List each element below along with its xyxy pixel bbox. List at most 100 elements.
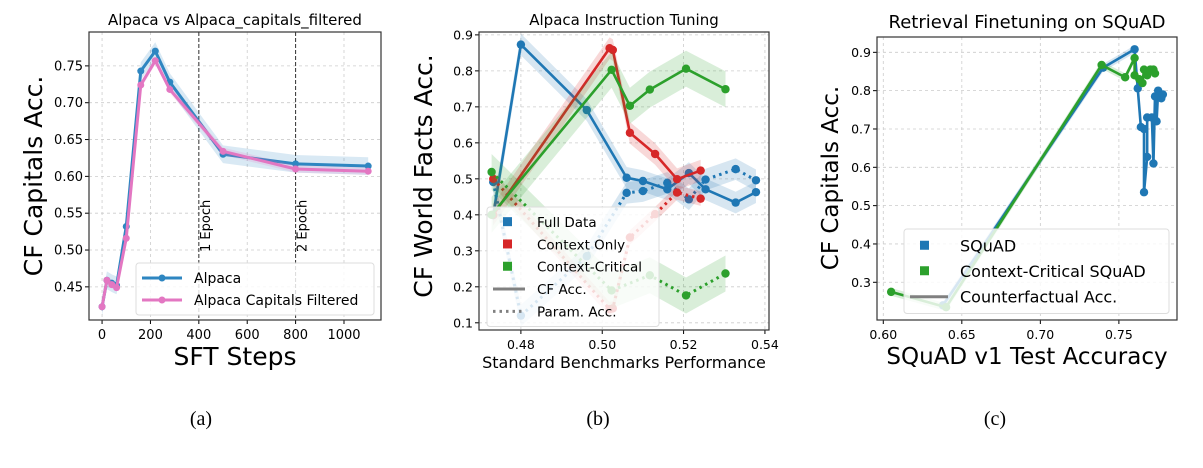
epoch-label: 1 Epoch — [199, 200, 214, 252]
data-point — [1120, 73, 1130, 82]
data-point — [137, 67, 145, 75]
data-point — [696, 194, 705, 203]
data-point — [751, 176, 761, 185]
x-tick-label: 0.75 — [1105, 327, 1133, 342]
data-point — [103, 276, 111, 284]
panel-a: Alpaca vs Alpaca_capitals_filtered SFT S… — [19, 11, 362, 430]
data-point — [1142, 152, 1152, 162]
axes-frame — [478, 31, 770, 331]
x-tick-label: 0 — [98, 328, 106, 343]
data-point — [1139, 124, 1149, 134]
data-point — [731, 164, 740, 174]
data-point — [607, 65, 616, 74]
data-point — [663, 185, 672, 194]
data-point — [701, 185, 710, 194]
data-point — [681, 291, 691, 300]
panel-b: Alpaca Instruction Tuning Standard Bench… — [409, 11, 766, 430]
legend-label: Context-Critical — [537, 260, 642, 276]
data-point — [489, 174, 498, 184]
x-tick-label: 0.50 — [588, 337, 616, 352]
data-point — [672, 188, 682, 197]
legend-label: Context Only — [537, 237, 625, 253]
caption: (c) — [984, 408, 1006, 430]
data-point — [638, 186, 648, 196]
data-point — [608, 45, 618, 55]
data-point — [625, 101, 635, 110]
data-point — [151, 57, 159, 65]
y-tick-label: 0.50 — [54, 244, 83, 259]
series-context-critical-squad — [886, 53, 1160, 312]
y-axis-label: CF World Facts Acc. — [409, 54, 438, 297]
x-axis-label: Standard Benchmarks Performance — [482, 353, 766, 372]
data-point — [681, 64, 691, 73]
x-tick-label: 0.48 — [507, 337, 535, 352]
confidence-band — [491, 154, 726, 314]
data-point — [622, 188, 631, 198]
data-point — [1152, 117, 1161, 126]
axes-frame — [876, 36, 1178, 321]
y-axis-label: CF Capitals Acc. — [818, 86, 844, 270]
y-tick-label: 0.1 — [453, 315, 473, 330]
legend-label: SQuAD — [960, 237, 1016, 256]
data-point — [663, 178, 672, 187]
series-context-only — [489, 37, 705, 226]
data-point — [292, 160, 300, 168]
epoch-label: 2 Epoch — [296, 200, 311, 252]
y-tick-label: 0.7 — [453, 99, 473, 114]
plot-area-1: 0.48 0.50 0.52 0.54 0.1 0.2 0.3 0.4 0.5 0.6 0.7 0.8… — [453, 27, 779, 352]
data-point — [638, 176, 648, 186]
legend-label: Param. Acc. — [537, 304, 617, 320]
legend-label: Alpaca Capitals Filtered — [194, 293, 358, 309]
data-point — [622, 173, 631, 182]
legend-marker — [503, 217, 512, 227]
y-axis-label: CF Capitals Acc. — [19, 76, 48, 277]
legend-marker — [503, 261, 512, 271]
legend: SQuAD Context-Critical SQuAD Counterfactua… — [903, 228, 1170, 314]
series-line — [490, 67, 727, 216]
legend-box — [135, 262, 375, 316]
caption: (a) — [190, 408, 212, 430]
legend: Alpaca Alpaca Capitals Filtered — [135, 262, 375, 316]
y-tick-label: 0.75 — [54, 59, 83, 74]
series-full-data — [489, 33, 761, 226]
data-point — [672, 175, 682, 184]
data-point — [625, 128, 635, 137]
y-tick-label: 0.4 — [453, 207, 473, 222]
legend: Full Data Context Only Context-Critical CF … — [486, 206, 660, 327]
data-point — [1149, 159, 1158, 168]
data-point — [364, 167, 372, 175]
x-tick-label: 400 — [186, 328, 211, 343]
x-tick-label: 200 — [138, 328, 163, 343]
data-point — [701, 175, 710, 184]
y-tick-label: 0.8 — [851, 83, 871, 98]
data-point — [292, 165, 300, 173]
y-tick-label: 0.8 — [453, 63, 473, 78]
y-tick-label: 0.6 — [851, 160, 871, 175]
data-point — [1138, 78, 1147, 88]
data-point — [886, 287, 896, 297]
data-point — [751, 187, 761, 197]
data-point — [1139, 188, 1149, 197]
data-point — [1130, 45, 1139, 54]
series-alpaca-capitals-filtered — [98, 57, 372, 311]
x-tick-label: 0.70 — [1026, 327, 1054, 342]
data-point — [1158, 90, 1168, 99]
data-point — [98, 303, 106, 311]
chart-title: Retrieval Finetuning on SQuAD — [889, 12, 1166, 33]
y-tick-label: 0.60 — [54, 170, 83, 185]
data-point — [684, 195, 694, 204]
x-tick-label: 600 — [235, 328, 260, 343]
data-point — [219, 147, 227, 155]
y-tick-label: 0.2 — [453, 279, 473, 294]
x-axis-label: SQuAD v1 Test Accuracy — [886, 344, 1167, 370]
legend-label: Alpaca — [194, 271, 241, 287]
legend-label: Context-Critical SQuAD — [960, 262, 1146, 281]
data-point — [731, 198, 740, 207]
series-line — [941, 47, 1165, 307]
legend-box — [903, 228, 1170, 314]
data-point — [122, 234, 130, 242]
y-tick-label: 0.5 — [453, 171, 473, 186]
series-squad — [938, 45, 1168, 310]
series-line — [491, 43, 757, 216]
x-tick-label: 0.54 — [751, 337, 779, 352]
